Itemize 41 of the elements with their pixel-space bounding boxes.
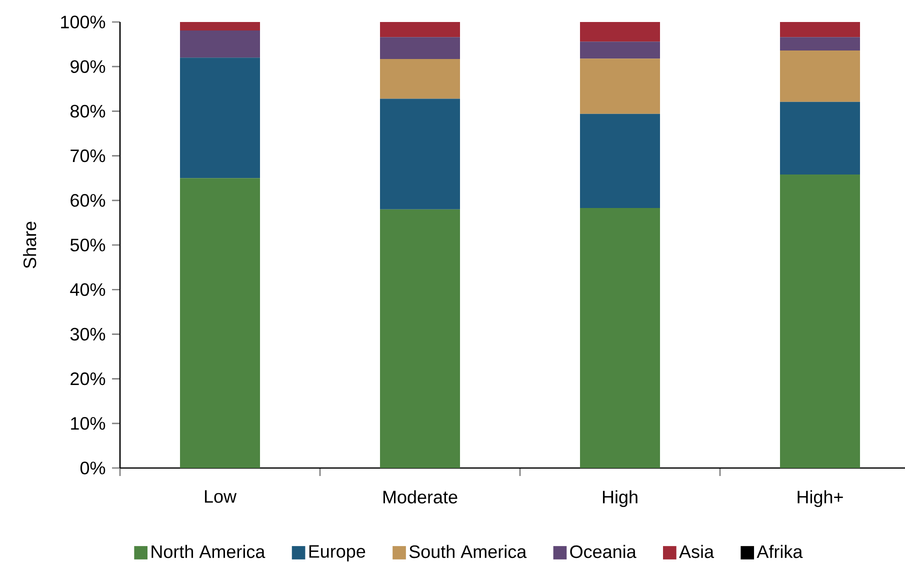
y-tick-label: 50%: [70, 238, 106, 252]
bar: [180, 58, 260, 178]
bar: [780, 22, 860, 38]
y-tick-label: 40%: [70, 283, 106, 296]
bar: [180, 178, 260, 468]
bar: [380, 98, 460, 210]
bar: [380, 59, 460, 99]
bar: [580, 42, 660, 59]
y-tick-label: 100%: [61, 16, 106, 28]
bar: [180, 30, 260, 58]
bar: [780, 174, 860, 468]
legend-label: South America: [409, 544, 527, 558]
bar: [780, 50, 860, 102]
y-tick-label: 80%: [70, 104, 106, 118]
bar: [780, 102, 860, 175]
legend-label: Afrika: [756, 544, 803, 558]
y-tick-label: 90%: [70, 60, 106, 73]
bar: [580, 114, 660, 208]
y-tick-label: 30%: [70, 328, 106, 341]
x-tick-label: Moderate: [383, 490, 458, 504]
y-tick-label: 70%: [70, 149, 106, 162]
legend-label: North America: [152, 544, 266, 558]
legend-label: Asia: [679, 544, 714, 558]
bar: [180, 22, 260, 30]
y-tick-label: 20%: [70, 372, 106, 386]
bar: [380, 22, 460, 38]
bar: [580, 22, 660, 42]
y-axis-title: Share: [23, 222, 36, 268]
x-tick-label: Low: [204, 490, 237, 503]
bar: [780, 37, 860, 51]
bar: [380, 37, 460, 60]
x-tick-label: High+: [798, 490, 843, 508]
bar: [580, 208, 660, 468]
bar: [380, 209, 460, 468]
y-tick-label: 60%: [70, 194, 106, 207]
y-tick-label: 0%: [80, 462, 106, 474]
legend-label: Oceania: [570, 544, 636, 558]
bar: [580, 58, 660, 114]
legend-label: Europe: [309, 545, 366, 562]
y-tick-label: 10%: [71, 417, 106, 430]
x-tick-label: High: [602, 490, 638, 508]
